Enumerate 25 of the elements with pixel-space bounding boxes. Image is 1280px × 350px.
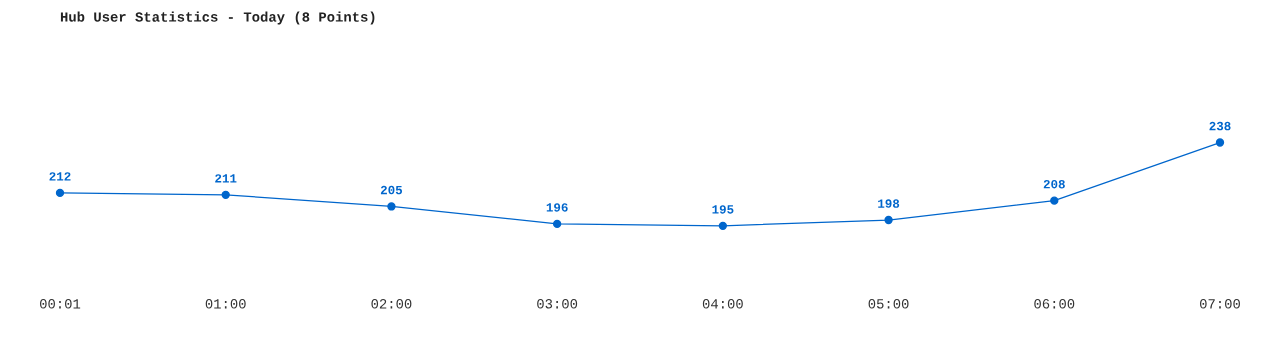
chart-title: Hub User Statistics - Today (8 Points) (60, 11, 375, 25)
x-tick-label: 03:00 (537, 299, 578, 309)
data-label: 238 (1209, 121, 1231, 131)
data-label: 208 (1043, 179, 1065, 189)
point (221, 190, 230, 199)
point (387, 202, 396, 211)
x-tick-label: 06:00 (1034, 299, 1075, 309)
data-label: 212 (49, 172, 71, 181)
data-label: 195 (712, 205, 734, 214)
x-tick-label: 01:00 (205, 299, 246, 309)
x-tick-label: 04:00 (702, 299, 743, 309)
point (55, 188, 65, 198)
x-tick-label: 05:00 (868, 299, 909, 309)
x-tick-label: 07:00 (1200, 299, 1240, 309)
point (718, 221, 728, 231)
data-label: 196 (546, 203, 568, 212)
data-label: 198 (878, 199, 900, 208)
point (884, 215, 893, 225)
data-label: 205 (380, 185, 403, 195)
point (1050, 196, 1059, 205)
point (552, 219, 562, 229)
x-tick-label: 02:00 (371, 299, 412, 309)
data-label: 211 (215, 174, 237, 183)
point (1215, 138, 1225, 147)
x-tick-label: 00:01 (40, 299, 81, 309)
